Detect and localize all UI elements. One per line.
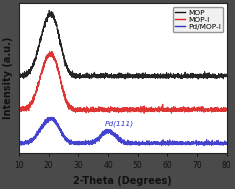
X-axis label: 2-Theta (Degrees): 2-Theta (Degrees)	[74, 176, 172, 186]
Y-axis label: Intensity (a.u.): Intensity (a.u.)	[4, 37, 13, 119]
Legend: MOP, MOP-I, Pd/MOP-I: MOP, MOP-I, Pd/MOP-I	[173, 7, 223, 32]
Text: Pd(111): Pd(111)	[105, 121, 134, 127]
